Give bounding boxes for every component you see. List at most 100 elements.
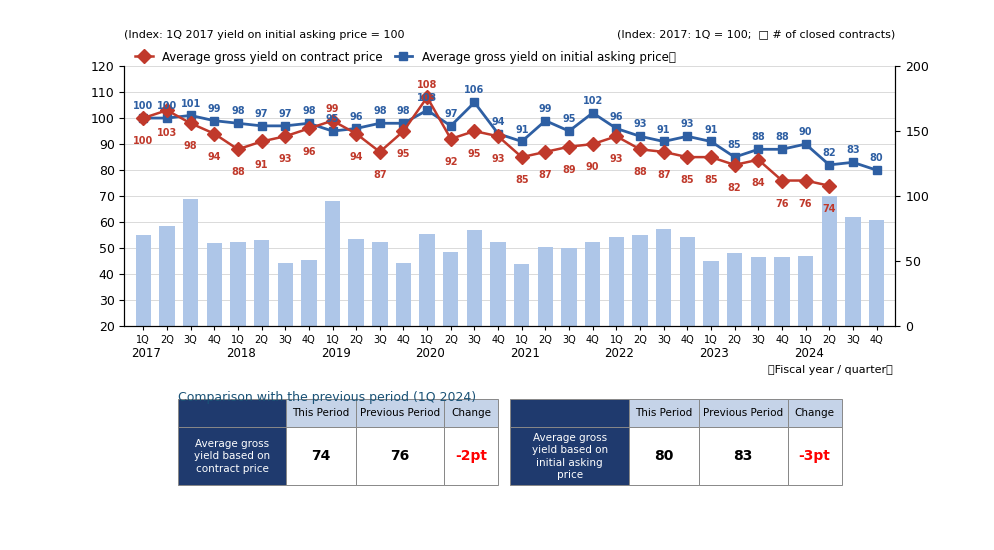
Text: 100: 100 [133, 136, 153, 146]
Bar [178, 427, 286, 486]
Bar [727, 254, 742, 326]
Bar [703, 261, 718, 326]
Text: 98: 98 [373, 106, 387, 116]
Bar [356, 427, 444, 486]
Text: 2020: 2020 [414, 347, 444, 360]
Text: 98: 98 [302, 106, 315, 116]
Bar [632, 235, 647, 326]
Text: 83: 83 [733, 449, 752, 464]
Bar [286, 427, 356, 486]
Text: 93: 93 [632, 119, 646, 129]
Bar [348, 239, 364, 326]
Text: 93: 93 [491, 155, 504, 164]
Text: 85: 85 [727, 140, 741, 150]
Text: 87: 87 [656, 170, 670, 180]
Text: 80: 80 [654, 449, 673, 464]
Text: 91: 91 [704, 124, 717, 135]
Text: 2021: 2021 [509, 347, 540, 360]
Text: 98: 98 [231, 106, 245, 116]
Bar [537, 247, 553, 326]
Bar [509, 427, 629, 486]
Bar [356, 399, 444, 427]
Text: 96: 96 [609, 112, 622, 122]
Text: (Index: 2017: 1Q = 100;  □ # of closed contracts): (Index: 2017: 1Q = 100; □ # of closed co… [616, 30, 895, 40]
Bar [698, 399, 787, 427]
Text: 74: 74 [311, 449, 330, 464]
Text: 87: 87 [538, 170, 552, 180]
Bar [868, 219, 884, 326]
Text: (Index: 1Q 2017 yield on initial asking price = 100: (Index: 1Q 2017 yield on initial asking … [124, 30, 405, 40]
Text: 85: 85 [515, 175, 528, 185]
Text: 99: 99 [325, 104, 339, 114]
Bar [821, 196, 836, 326]
Bar [629, 427, 698, 486]
Text: Average gross
yield based on
initial asking
price: Average gross yield based on initial ask… [531, 433, 607, 480]
Text: Previous Period: Previous Period [703, 409, 782, 419]
Bar [396, 262, 411, 326]
Bar [466, 230, 482, 326]
Bar [655, 229, 671, 326]
Text: 92: 92 [443, 157, 457, 167]
Bar [286, 399, 356, 427]
Bar [372, 241, 387, 326]
Text: 100: 100 [157, 101, 177, 111]
Text: 95: 95 [397, 149, 410, 159]
Text: 2019: 2019 [320, 347, 350, 360]
Text: 88: 88 [750, 133, 764, 142]
Text: 91: 91 [515, 124, 528, 135]
Bar [444, 399, 498, 427]
Text: 95: 95 [467, 149, 481, 159]
Text: Comparison with the previous period (1Q 2024): Comparison with the previous period (1Q … [178, 392, 476, 404]
Legend: Average gross yield on contract price, Average gross yield on initial asking pri: Average gross yield on contract price, A… [130, 46, 680, 68]
Bar [442, 252, 458, 326]
Bar [444, 427, 498, 486]
Text: （Fiscal year / quarter）: （Fiscal year / quarter） [767, 365, 893, 375]
Text: 97: 97 [278, 109, 291, 119]
Text: 2022: 2022 [604, 347, 634, 360]
Text: 103: 103 [157, 128, 177, 138]
Bar [207, 243, 222, 326]
Text: 85: 85 [704, 175, 717, 185]
Text: 87: 87 [373, 170, 387, 180]
Text: 94: 94 [491, 117, 504, 126]
Text: 82: 82 [822, 148, 835, 158]
Bar [230, 241, 246, 326]
Text: 97: 97 [443, 109, 457, 119]
Text: 91: 91 [656, 124, 670, 135]
Bar [509, 399, 629, 427]
Text: 2024: 2024 [793, 347, 823, 360]
Bar [844, 217, 860, 326]
Text: 76: 76 [774, 199, 788, 208]
Bar [629, 399, 698, 427]
Bar [773, 257, 789, 326]
Bar [749, 257, 765, 326]
Text: 90: 90 [585, 162, 598, 172]
Text: 74: 74 [822, 204, 835, 214]
Text: -2pt: -2pt [455, 449, 487, 464]
Text: 96: 96 [349, 112, 363, 122]
Text: 95: 95 [325, 114, 339, 124]
Bar [561, 248, 577, 326]
Bar [135, 235, 151, 326]
Bar [490, 241, 505, 326]
Text: 88: 88 [632, 167, 646, 177]
Text: -3pt: -3pt [798, 449, 830, 464]
Text: 93: 93 [680, 119, 694, 129]
Text: 100: 100 [133, 101, 153, 111]
Text: 2017: 2017 [131, 347, 161, 360]
Bar [277, 262, 292, 326]
Text: 90: 90 [798, 127, 811, 137]
Text: 93: 93 [278, 155, 291, 164]
Text: 89: 89 [562, 165, 576, 175]
Bar [301, 260, 316, 326]
Text: 84: 84 [750, 178, 764, 188]
Bar [514, 264, 529, 326]
Text: Previous Period: Previous Period [360, 409, 439, 419]
Bar [159, 226, 175, 326]
Text: 108: 108 [416, 80, 437, 90]
Bar [698, 427, 787, 486]
Bar [679, 236, 695, 326]
Text: This Period: This Period [292, 409, 349, 419]
Bar [787, 399, 841, 427]
Text: 106: 106 [464, 85, 484, 96]
